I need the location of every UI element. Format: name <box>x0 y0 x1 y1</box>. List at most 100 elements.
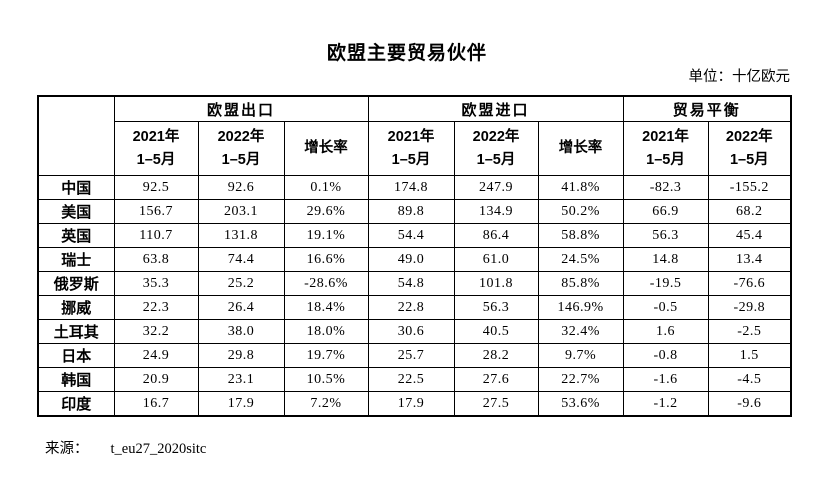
data-cell: 203.1 <box>197 199 285 224</box>
row-label: 印度 <box>37 391 115 417</box>
table-row: 韩国 20.9 23.1 10.5% 22.5 27.6 22.7% -1.6 -4.5 <box>37 367 792 392</box>
row-label: 英国 <box>37 223 115 248</box>
data-cell: 22.5 <box>367 367 455 392</box>
group-header-eu-exports: 欧盟出口 <box>113 95 369 122</box>
data-cell: 134.9 <box>453 199 539 224</box>
data-cell: -82.3 <box>622 175 709 200</box>
data-cell: 17.9 <box>367 391 455 417</box>
table-row: 俄罗斯 35.3 25.2 -28.6% 54.8 101.8 85.8% -19.5 -76.… <box>37 271 792 296</box>
group-header-row: 欧盟出口 欧盟进口 贸易平衡 <box>37 95 792 176</box>
data-cell: 22.7% <box>537 367 624 392</box>
data-cell: 16.7 <box>113 391 199 417</box>
data-cell: 0.1% <box>283 175 369 200</box>
data-cell: 146.9% <box>537 295 624 320</box>
data-cell: -1.2 <box>622 391 709 417</box>
table-row: 美国 156.7 203.1 29.6% 89.8 134.9 50.2% 66.9 68.2 <box>37 199 792 224</box>
data-cell: 156.7 <box>113 199 199 224</box>
data-cell: 29.6% <box>283 199 369 224</box>
data-cell: 27.6 <box>453 367 539 392</box>
data-cell: 24.5% <box>537 247 624 272</box>
data-cell: 1.5 <box>707 343 792 368</box>
source-value: t_eu27_2020sitc <box>110 441 207 457</box>
table-row: 瑞士 63.8 74.4 16.6% 49.0 61.0 24.5% 14.8 13.4 <box>37 247 792 272</box>
source-line: 来源： t_eu27_2020sitc <box>45 437 206 458</box>
data-cell: -4.5 <box>707 367 792 392</box>
data-cell: 174.8 <box>367 175 455 200</box>
data-cell: 247.9 <box>453 175 539 200</box>
data-cell: 19.7% <box>283 343 369 368</box>
data-cell: 1.6 <box>622 319 709 344</box>
sub-header-cell: 2022年 1–5月 <box>453 121 539 176</box>
data-cell: 25.7 <box>367 343 455 368</box>
data-cell: 54.8 <box>367 271 455 296</box>
data-cell: 28.2 <box>453 343 539 368</box>
data-cell: -9.6 <box>707 391 792 417</box>
data-cell: 25.2 <box>197 271 285 296</box>
data-cell: 40.5 <box>453 319 539 344</box>
table-row: 中国 92.5 92.6 0.1% 174.8 247.9 41.8% -82.3 -155.2 <box>37 175 792 200</box>
data-cell: 41.8% <box>537 175 624 200</box>
table-row: 挪威 22.3 26.4 18.4% 22.8 56.3 146.9% -0.5 -29.8 <box>37 295 792 320</box>
data-cell: 19.1% <box>283 223 369 248</box>
data-cell: 54.4 <box>367 223 455 248</box>
data-cell: 16.6% <box>283 247 369 272</box>
data-cell: 22.8 <box>367 295 455 320</box>
data-cell: -0.8 <box>622 343 709 368</box>
data-cell: -76.6 <box>707 271 792 296</box>
sub-header-cell: 增长率 <box>537 121 624 176</box>
data-cell: 85.8% <box>537 271 624 296</box>
data-cell: 101.8 <box>453 271 539 296</box>
page-title: 欧盟主要贸易伙伴 <box>326 43 487 64</box>
table-row: 英国 110.7 131.8 19.1% 54.4 86.4 58.8% 56.3 45.4 <box>37 223 792 248</box>
data-cell: 14.8 <box>622 247 709 272</box>
data-cell: 92.6 <box>197 175 285 200</box>
data-cell: 32.2 <box>113 319 199 344</box>
data-cell: 18.4% <box>283 295 369 320</box>
data-cell: 35.3 <box>113 271 199 296</box>
data-cell: 56.3 <box>622 223 709 248</box>
data-cell: 92.5 <box>113 175 199 200</box>
data-cell: 10.5% <box>283 367 369 392</box>
data-cell: 131.8 <box>197 223 285 248</box>
sub-header-cell: 2022年 1–5月 <box>197 121 285 176</box>
group-header-eu-imports: 欧盟进口 <box>367 95 624 122</box>
data-cell: 24.9 <box>113 343 199 368</box>
unit-label: 单位：十亿欧元 <box>688 69 791 85</box>
data-cell: 56.3 <box>453 295 539 320</box>
data-cell: 26.4 <box>197 295 285 320</box>
row-label: 土耳其 <box>37 319 115 344</box>
data-cell: 29.8 <box>197 343 285 368</box>
data-cell: 53.6% <box>537 391 624 417</box>
sub-header-cell: 2021年 1–5月 <box>113 121 199 176</box>
trade-partners-table: 欧盟出口 欧盟进口 贸易平衡 2021年 1–5月 2022年 1–5月 增长率 20… <box>37 95 793 417</box>
data-cell: -28.6% <box>283 271 369 296</box>
source-label: 来源： <box>45 441 89 457</box>
data-cell: 89.8 <box>367 199 455 224</box>
data-cell: 32.4% <box>537 319 624 344</box>
data-cell: 23.1 <box>197 367 285 392</box>
data-cell: 7.2% <box>283 391 369 417</box>
data-cell: 61.0 <box>453 247 539 272</box>
data-cell: 86.4 <box>453 223 539 248</box>
data-cell: -29.8 <box>707 295 792 320</box>
data-cell: 66.9 <box>622 199 709 224</box>
data-cell: 9.7% <box>537 343 624 368</box>
data-cell: 17.9 <box>197 391 285 417</box>
sub-header-cell: 2021年 1–5月 <box>622 121 709 176</box>
sub-header-row: 2021年 1–5月 2022年 1–5月 增长率 2021年 1–5月 2022年 1… <box>38 121 792 176</box>
corner-cell <box>37 95 115 176</box>
data-cell: 27.5 <box>453 391 539 417</box>
data-cell: 45.4 <box>707 223 792 248</box>
row-label: 瑞士 <box>37 247 115 272</box>
data-cell: 58.8% <box>537 223 624 248</box>
group-header-trade-balance: 贸易平衡 <box>622 95 792 122</box>
table-row: 日本 24.9 29.8 19.7% 25.7 28.2 9.7% -0.8 1.5 <box>37 343 792 368</box>
data-cell: 30.6 <box>367 319 455 344</box>
data-cell: 38.0 <box>197 319 285 344</box>
data-cell: -1.6 <box>622 367 709 392</box>
data-cell: 18.0% <box>283 319 369 344</box>
data-cell: 22.3 <box>113 295 199 320</box>
data-cell: 13.4 <box>707 247 792 272</box>
data-cell: -0.5 <box>622 295 709 320</box>
